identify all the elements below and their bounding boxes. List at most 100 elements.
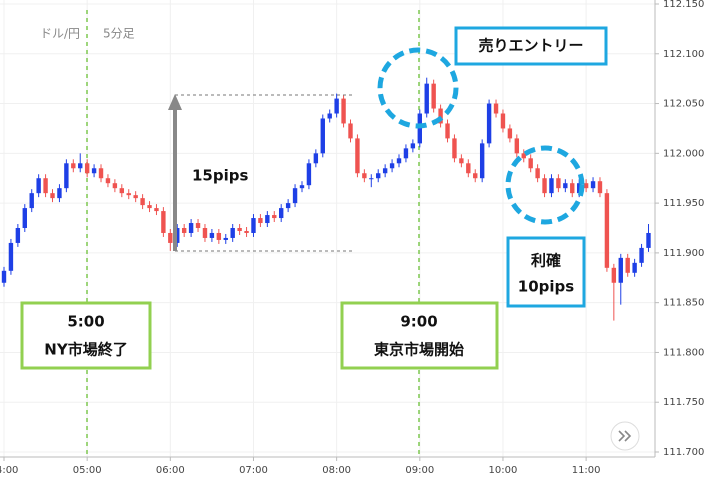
candle-body <box>299 185 305 189</box>
y-tick-label: 111.800 <box>663 347 704 358</box>
candle-body <box>119 188 125 194</box>
candle-body <box>279 208 284 219</box>
candle-body <box>646 232 651 248</box>
ny-box <box>20 301 152 370</box>
candle-body <box>500 113 506 129</box>
candle-body <box>209 232 215 238</box>
candle-body <box>181 228 187 233</box>
candle-body <box>452 138 457 159</box>
candle-body <box>112 183 118 189</box>
x-tick-label: 07:00 <box>239 465 268 476</box>
candle-body <box>265 215 270 224</box>
candle-body <box>556 178 561 189</box>
x-tick-label: 04:00 <box>0 465 18 476</box>
candle-body <box>597 181 603 194</box>
candle-body <box>459 158 464 164</box>
candle-body <box>403 148 409 159</box>
range-arrow-head <box>168 94 182 110</box>
candle-body <box>15 228 21 243</box>
candle-body <box>272 215 277 219</box>
candle-body <box>493 103 499 114</box>
candle-body <box>8 242 14 271</box>
candle-body <box>563 183 568 189</box>
range-label: 15pips <box>192 167 248 185</box>
ny-label: NY市場終了 <box>44 341 127 359</box>
candle-body <box>542 178 547 194</box>
candle-body <box>362 173 367 179</box>
candle-body <box>479 143 485 179</box>
candle-body <box>258 218 263 224</box>
candle-body <box>29 193 34 209</box>
y-tick-label: 111.700 <box>663 447 704 458</box>
candle-body <box>583 183 589 189</box>
x-tick-label: 11:00 <box>572 465 601 476</box>
symbol-bg <box>28 20 168 48</box>
candle-body <box>57 188 62 199</box>
x-tick-label: 05:00 <box>73 465 102 476</box>
candle-body <box>424 83 429 114</box>
candle-body <box>576 183 582 194</box>
candle-body <box>486 103 492 144</box>
y-tick-label: 111.850 <box>663 298 704 309</box>
y-tick-label: 111.750 <box>663 397 704 408</box>
candle-body <box>223 237 228 240</box>
entry-label: 売りエントリー <box>478 37 583 55</box>
candle-body <box>382 168 388 174</box>
candle-body <box>36 178 41 194</box>
candle-body <box>244 230 249 233</box>
tokyo-time: 9:00 <box>400 313 437 331</box>
axes: 112.150 112.100 112.050 112.000 111.950 111.9… <box>0 0 704 476</box>
candle-body <box>618 257 623 283</box>
candle-body <box>348 123 353 139</box>
exit-circle <box>505 145 585 225</box>
candle-body <box>195 223 201 228</box>
candle-body <box>168 232 173 243</box>
candle-body <box>507 128 513 139</box>
candle-body <box>514 138 520 154</box>
candle-body <box>230 228 235 238</box>
candle-body <box>78 163 83 169</box>
y-tick-label: 112.150 <box>663 0 704 10</box>
candle-body <box>161 211 166 233</box>
candle-body <box>376 173 381 179</box>
candle-body <box>188 223 194 233</box>
candle-body <box>71 163 76 169</box>
ny-time: 5:00 <box>67 313 104 331</box>
candle-body <box>396 158 402 164</box>
candle-body <box>528 158 533 169</box>
candle-body <box>43 178 48 194</box>
candle-body <box>133 195 138 199</box>
candle-body <box>320 118 325 154</box>
candle-body <box>639 247 644 263</box>
y-tick-label: 111.950 <box>663 198 704 209</box>
candle-body <box>521 153 526 159</box>
candle-body <box>445 123 450 139</box>
candle-body <box>84 163 90 174</box>
entry-box <box>454 26 608 66</box>
candle-body <box>285 203 291 209</box>
entry-circle <box>377 47 459 129</box>
take-profit-box <box>506 236 586 308</box>
candle-body <box>473 173 478 179</box>
candle-body <box>313 153 319 164</box>
candle-body <box>431 83 436 109</box>
candle-body <box>410 143 416 149</box>
candle-body <box>126 193 131 196</box>
candle-body <box>466 163 471 174</box>
symbol: ドル/円 <box>40 27 80 41</box>
scroll-icon <box>618 430 632 442</box>
tokyo-box <box>340 301 499 370</box>
candle-body <box>216 232 222 240</box>
candle-body <box>22 208 27 228</box>
candle-body <box>389 163 395 169</box>
candle-body <box>292 188 298 204</box>
candle-body <box>251 218 256 233</box>
candle-body <box>1 270 7 283</box>
candle-body <box>306 163 312 186</box>
candle-body <box>570 183 575 194</box>
candle-body <box>549 178 554 194</box>
candle-body <box>369 178 374 180</box>
take-profit-pips: 10pips <box>518 278 574 296</box>
x-tick-label: 06:00 <box>156 465 185 476</box>
